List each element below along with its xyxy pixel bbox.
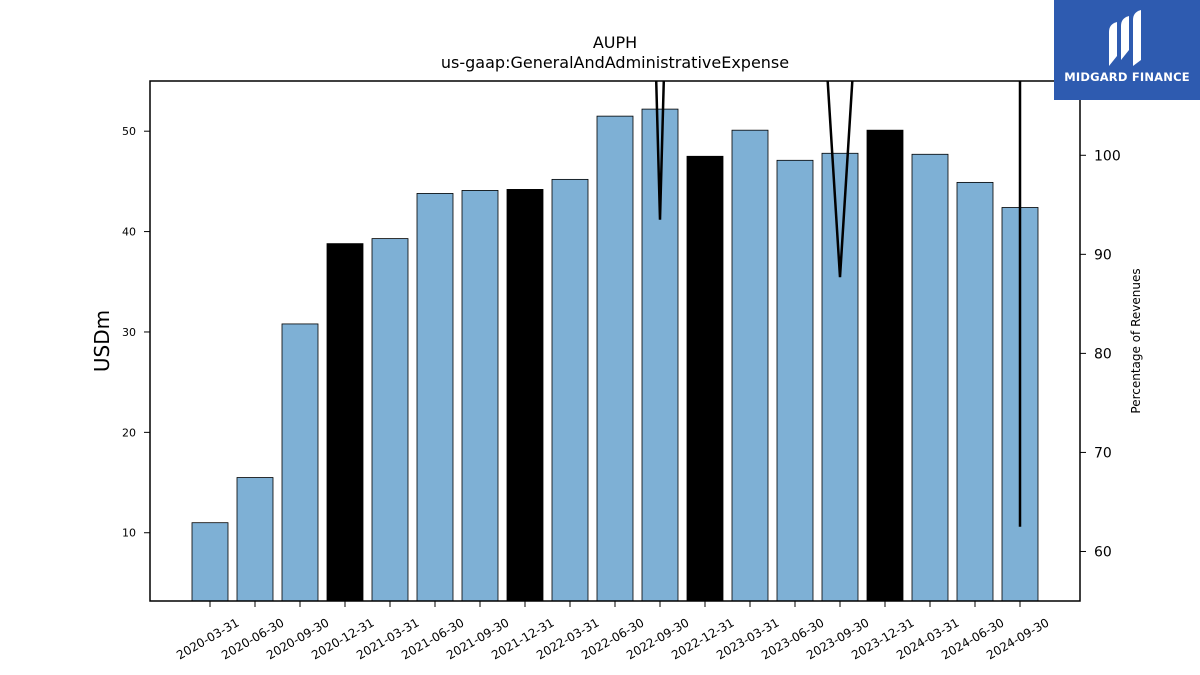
bar-2023-03-31 (731, 129, 769, 602)
y-axis-label: USDm (90, 310, 114, 372)
y-tick-label: 40 (122, 226, 136, 239)
midgard-logo-icon (1109, 10, 1141, 66)
y-tick-label: 30 (122, 326, 136, 339)
bar-2021-06-30 (416, 193, 454, 602)
y-tick-label: 50 (122, 125, 136, 138)
y2-tick-label: 90 (1094, 247, 1112, 263)
y-tick-label: 20 (122, 426, 136, 439)
bar-2021-03-31 (371, 238, 409, 602)
bar-2023-09-30 (821, 152, 859, 602)
chart-title: AUPH (593, 33, 637, 52)
revenue-percentage-line-group (654, 81, 1022, 527)
y2-axis-label: Percentage of Revenues (1129, 268, 1143, 413)
left-axis-ticks: 10 20 30 40 50 (122, 125, 150, 540)
y-tick-label: 10 (122, 527, 136, 540)
bar-2020-09-30 (281, 323, 319, 602)
bar-2023-12-31 (866, 129, 904, 602)
y2-tick-label: 70 (1094, 445, 1112, 461)
revenue-percentage-line-segment (654, 81, 666, 220)
x-axis-ticks: 2020-03-312020-06-302020-09-302020-12-31… (174, 601, 1052, 662)
bar-2020-03-31 (191, 522, 229, 602)
bar-2023-06-30 (776, 159, 814, 602)
y2-tick-label: 60 (1094, 544, 1112, 560)
bar-2020-12-31 (326, 243, 364, 602)
bar-2022-03-31 (551, 178, 589, 602)
bar-2021-12-31 (506, 189, 544, 602)
revenue-percentage-line-segment (826, 81, 854, 278)
bar-2022-12-31 (686, 155, 724, 602)
right-axis-ticks: 60 70 80 90 100 (1080, 148, 1121, 560)
chart-subtitle: us-gaap:GeneralAndAdministrativeExpense (441, 53, 789, 72)
y2-tick-label: 80 (1094, 346, 1112, 362)
bar-2022-06-30 (596, 115, 634, 602)
y2-tick-label: 100 (1094, 148, 1121, 164)
bar-2020-06-30 (236, 477, 274, 602)
midgard-finance-logo: MIDGARD FINANCE (1054, 0, 1200, 100)
logo-text: MIDGARD FINANCE (1064, 70, 1190, 84)
bar-2024-03-31 (911, 153, 949, 602)
bar-2021-09-30 (461, 190, 499, 602)
bar-2024-06-30 (956, 181, 994, 602)
bars-group (191, 108, 1039, 602)
